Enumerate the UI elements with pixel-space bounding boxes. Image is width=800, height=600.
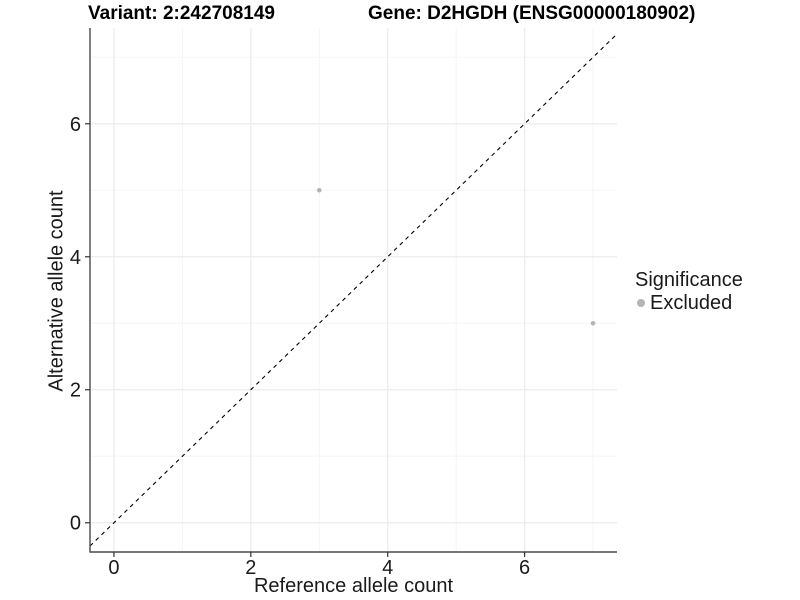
x-tick-label: 0 <box>108 557 119 579</box>
legend: Significance Excluded <box>635 268 743 314</box>
variant-title: Variant: 2:242708149 <box>88 3 275 24</box>
x-tick-label: 2 <box>245 557 256 579</box>
identity-reference-line <box>89 33 618 547</box>
y-tick-label: 6 <box>70 114 81 136</box>
gene-title: Gene: D2HGDH (ENSG00000180902) <box>368 3 696 24</box>
x-axis-title: Reference allele count <box>253 575 453 597</box>
legend-key-dot-icon <box>637 299 645 307</box>
y-tick-label: 4 <box>70 247 81 269</box>
x-tick-label: 4 <box>382 557 393 579</box>
x-tick-label: 6 <box>519 557 530 579</box>
legend-item-excluded: Excluded <box>637 292 743 314</box>
y-tick-label: 2 <box>70 380 81 402</box>
y-tick-label: 0 <box>70 513 81 535</box>
legend-item-label: Excluded <box>650 292 733 314</box>
legend-title: Significance <box>635 269 743 291</box>
axis-lines <box>89 28 617 553</box>
data-point <box>590 320 596 326</box>
y-axis-title: Alternative allele count <box>45 190 68 392</box>
data-point <box>316 187 322 193</box>
